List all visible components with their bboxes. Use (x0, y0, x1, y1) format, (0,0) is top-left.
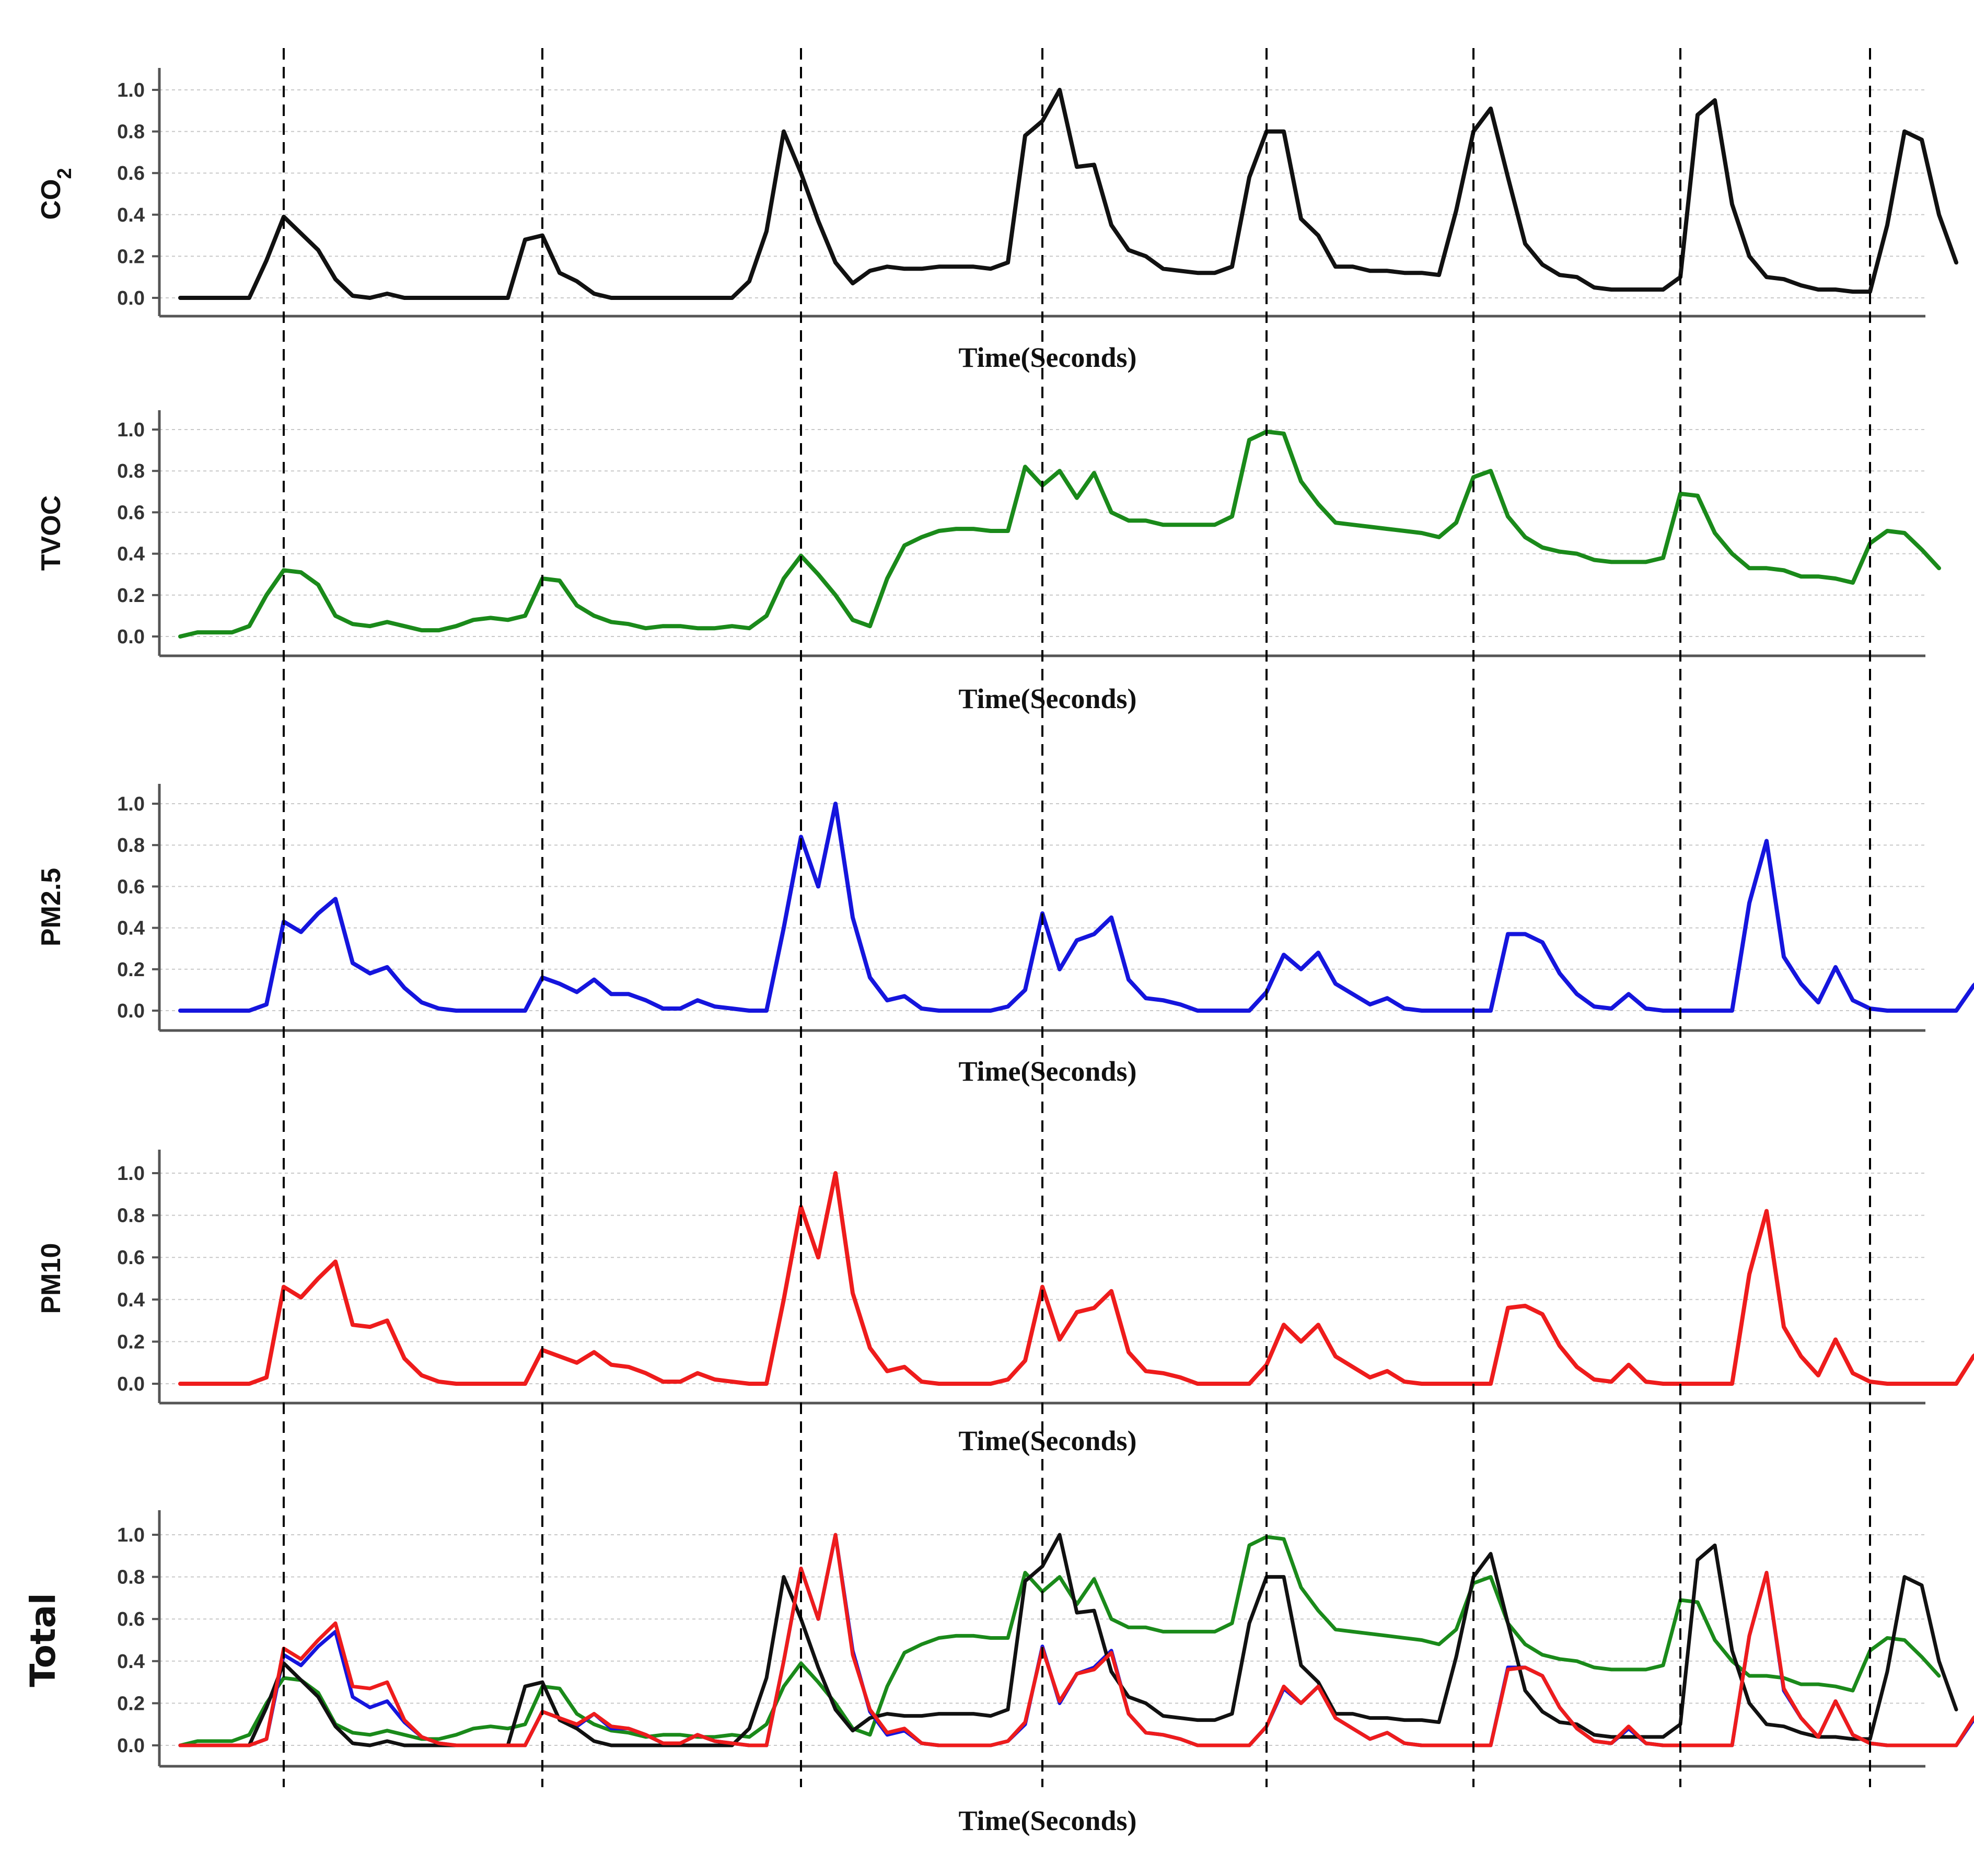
y-tick-label: 0.6 (117, 876, 145, 898)
y-tick-label: 0.8 (117, 1567, 145, 1589)
y-tick-label: 0.6 (117, 1608, 145, 1630)
y-axis-title: Total (23, 1593, 63, 1687)
y-tick-label: 0.8 (117, 1205, 145, 1227)
series-line-pm25 (178, 1533, 1974, 1747)
y-tick-label: 1.0 (117, 79, 145, 101)
y-tick-label: 0.8 (117, 835, 145, 856)
panel-4: 0.0 0.2 0.4 0.6 0.8 1.0 PM10 Time(Seconds) (36, 1150, 1974, 1456)
y-tick-label: 0.2 (117, 959, 145, 981)
y-tick-label: 0.0 (117, 287, 145, 309)
panel-1: 0.0 0.2 0.4 0.6 0.8 1.0 CO2 Time(Seconds) (36, 68, 1958, 373)
y-tick-label: 0.8 (117, 460, 145, 482)
y-tick-label: 0.6 (117, 502, 145, 524)
y-tick-label: 0.2 (117, 1693, 145, 1715)
y-axis-title: CO2 (36, 168, 76, 219)
series-line-tvoc (178, 1535, 1941, 1747)
y-tick-label: 0.2 (117, 1331, 145, 1353)
y-axis-title: PM2.5 (36, 868, 66, 946)
panel-3: 0.0 0.2 0.4 0.6 0.8 1.0 PM2.5 Time(Seconds) (36, 784, 1974, 1087)
y-tick-label: 0.4 (117, 1289, 145, 1311)
y-axis-title: TVOC (36, 495, 66, 571)
series-line-tvoc (178, 430, 1941, 639)
y-tick-label: 0.0 (117, 626, 145, 648)
y-tick-label: 0.0 (117, 1735, 145, 1757)
y-tick-label: 0.4 (117, 543, 145, 565)
y-tick-label: 0.0 (117, 1000, 145, 1022)
x-axis-title: Time(Seconds) (958, 1425, 1136, 1456)
y-tick-label: 1.0 (117, 419, 145, 441)
x-axis-title: Time(Seconds) (958, 342, 1136, 373)
y-tick-label: 0.2 (117, 246, 145, 268)
y-tick-label: 0.4 (117, 918, 145, 940)
panel-2: 0.0 0.2 0.4 0.6 0.8 1.0 TVOC Time(Seconds) (36, 410, 1941, 714)
y-axis-title-subscript: 2 (54, 168, 76, 179)
y-tick-label: 1.0 (117, 1524, 145, 1546)
y-tick-label: 1.0 (117, 793, 145, 815)
series-line-co2 (178, 88, 1958, 300)
y-tick-label: 1.0 (117, 1163, 145, 1185)
series-line-pm10 (178, 1533, 1974, 1747)
x-axis-title: Time(Seconds) (958, 683, 1136, 714)
y-axis-title: PM10 (36, 1243, 66, 1314)
series-line-pm10 (178, 1171, 1974, 1386)
y-tick-label: 0.4 (117, 1651, 145, 1673)
x-axis-title: Time(Seconds) (958, 1056, 1136, 1087)
series-line-co2 (178, 1533, 1958, 1747)
y-tick-label: 0.8 (117, 121, 145, 143)
y-tick-label: 0.0 (117, 1373, 145, 1395)
y-tick-label: 0.6 (117, 163, 145, 184)
y-tick-label: 0.2 (117, 585, 145, 607)
y-tick-label: 0.6 (117, 1247, 145, 1269)
y-tick-label: 0.4 (117, 204, 145, 226)
series-line-pm25 (178, 802, 1974, 1013)
x-axis-title: Time(Seconds) (958, 1805, 1136, 1836)
event-markers (283, 48, 1871, 1787)
